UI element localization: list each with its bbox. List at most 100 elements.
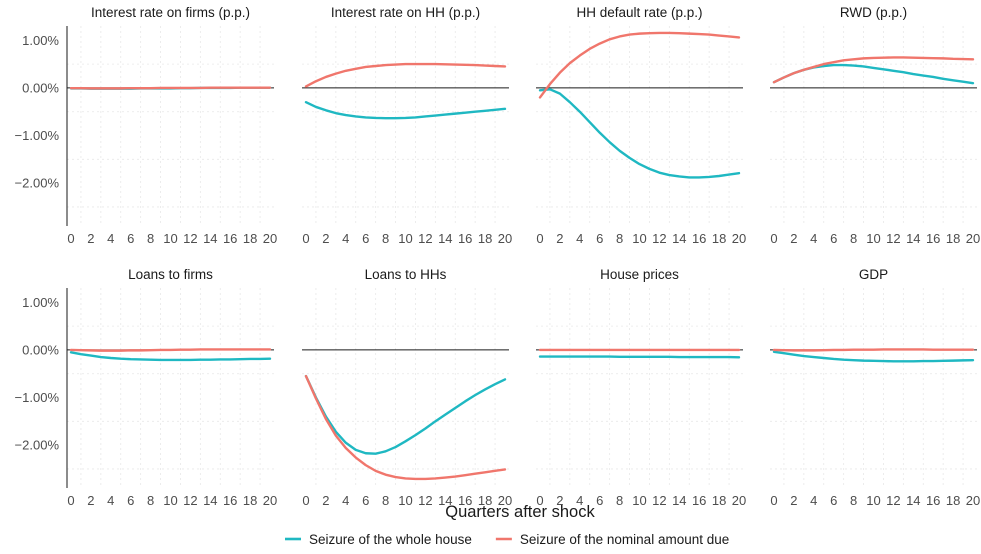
- x-tick-label: 14: [438, 493, 452, 508]
- x-tick-label: 4: [810, 493, 817, 508]
- x-tick-label: 2: [87, 493, 94, 508]
- panel-title: HH default rate (p.p.): [576, 5, 702, 20]
- x-tick-label: 14: [906, 231, 920, 246]
- x-tick-label: 6: [830, 231, 837, 246]
- series-line-nominal-due: [69, 86, 272, 90]
- x-tick-label: 8: [382, 231, 389, 246]
- x-tick-label: 2: [790, 493, 797, 508]
- y-tick-label: −2.00%: [15, 176, 60, 191]
- x-tick-label: 12: [183, 493, 197, 508]
- series-line-whole-house: [304, 100, 507, 120]
- x-tick-label: 12: [652, 493, 666, 508]
- panel-title: Interest rate on HH (p.p.): [331, 5, 480, 20]
- x-tick-label: 4: [576, 231, 583, 246]
- x-tick-label: 10: [163, 231, 177, 246]
- panel-title: Interest rate on firms (p.p.): [91, 5, 250, 20]
- panel-3: 0 2 4 6 8 10 12 14 16 18 20 HH default rate (p.p.): [536, 5, 746, 246]
- panel-7: 0 2 4 6 8 10 12 14 16 18 20 House prices: [536, 267, 746, 508]
- x-tick-label: 2: [556, 493, 563, 508]
- x-tick-label: 0: [302, 493, 309, 508]
- panel-title: Loans to HHs: [365, 267, 447, 282]
- series-line-nominal-due: [304, 374, 507, 481]
- x-tick-label: 20: [732, 231, 746, 246]
- x-tick-label: 12: [183, 231, 197, 246]
- y-tick-label: 0.00%: [22, 342, 59, 357]
- y-tick-label: −1.00%: [15, 128, 60, 143]
- x-tick-label: 14: [438, 231, 452, 246]
- x-tick-label: 0: [536, 493, 543, 508]
- x-tick-label: 16: [926, 493, 940, 508]
- series-line-whole-house: [538, 88, 741, 179]
- x-tick-label: 8: [382, 493, 389, 508]
- x-tick-label: 14: [203, 493, 217, 508]
- x-tick-label: 2: [87, 231, 94, 246]
- x-tick-label: 0: [67, 231, 74, 246]
- x-tick-label: 16: [458, 493, 472, 508]
- x-tick-label: 16: [223, 493, 237, 508]
- x-tick-label: 12: [886, 231, 900, 246]
- x-tick-label: 8: [850, 493, 857, 508]
- x-tick-label: 8: [850, 231, 857, 246]
- x-tick-label: 4: [107, 493, 114, 508]
- x-tick-label: 8: [616, 493, 623, 508]
- x-tick-label: 0: [536, 231, 543, 246]
- series-line-nominal-due: [538, 31, 741, 99]
- x-tick-label: 4: [576, 493, 583, 508]
- series-line-whole-house: [304, 374, 507, 455]
- x-tick-label: 16: [458, 231, 472, 246]
- x-tick-label: 8: [147, 493, 154, 508]
- x-tick-label: 20: [966, 493, 980, 508]
- x-tick-label: 10: [866, 231, 880, 246]
- x-tick-label: 14: [906, 493, 920, 508]
- panel-title: RWD (p.p.): [840, 5, 907, 20]
- series-line-whole-house: [772, 350, 975, 363]
- legend-label-1: Seizure of the whole house: [309, 532, 472, 547]
- x-tick-label: 0: [302, 231, 309, 246]
- x-tick-label: 20: [263, 231, 277, 246]
- x-tick-label: 8: [147, 231, 154, 246]
- x-tick-label: 10: [866, 493, 880, 508]
- x-tick-label: 6: [362, 231, 369, 246]
- x-tick-label: 4: [810, 231, 817, 246]
- x-tick-label: 6: [596, 231, 603, 246]
- panel-title: House prices: [600, 267, 679, 282]
- x-tick-label: 14: [203, 231, 217, 246]
- x-tick-label: 18: [712, 493, 726, 508]
- x-tick-label: 10: [398, 493, 412, 508]
- panel-8: 0 2 4 6 8 10 12 14 16 18 20 GDP: [770, 267, 980, 508]
- x-tick-label: 10: [632, 231, 646, 246]
- x-tick-label: 10: [632, 493, 646, 508]
- x-axis-label: Quarters after shock: [445, 503, 595, 521]
- x-tick-label: 6: [362, 493, 369, 508]
- panel-5: 1.00% 0.00% −1.00% −2.00% 0 2 4 6 8 10 12 14 16 18 20 L…: [15, 267, 278, 508]
- x-tick-label: 12: [418, 231, 432, 246]
- x-tick-label: 2: [556, 231, 563, 246]
- x-tick-label: 4: [107, 231, 114, 246]
- x-tick-label: 8: [616, 231, 623, 246]
- x-tick-label: 6: [127, 231, 134, 246]
- y-tick-label: 1.00%: [22, 295, 59, 310]
- x-tick-label: 10: [398, 231, 412, 246]
- x-tick-label: 20: [263, 493, 277, 508]
- panel-4: 0 2 4 6 8 10 12 14 16 18 20 RWD (p.p.): [770, 5, 980, 246]
- series-line-nominal-due: [772, 348, 975, 352]
- series-line-nominal-due: [304, 62, 507, 88]
- x-tick-label: 6: [830, 493, 837, 508]
- legend-label-2: Seizure of the nominal amount due: [520, 532, 729, 547]
- panels-group: 1.00%0.00%−1.00%−2.00%0 2 4 6 8 10 12 14 16 18 20I…: [15, 5, 981, 508]
- series-line-whole-house: [538, 355, 741, 359]
- x-tick-label: 20: [498, 493, 512, 508]
- x-tick-label: 20: [498, 231, 512, 246]
- x-tick-label: 0: [770, 493, 777, 508]
- x-tick-label: 2: [790, 231, 797, 246]
- x-tick-label: 4: [342, 493, 349, 508]
- series-line-nominal-due: [772, 56, 975, 84]
- panel-1: 1.00% 0.00% −1.00% −2.00% 0 2 4 6 8 10 12 14 16 18 20 I…: [15, 5, 278, 246]
- x-tick-label: 14: [672, 493, 686, 508]
- x-tick-label: 18: [946, 231, 960, 246]
- legend: Seizure of the whole house Seizure of the…: [285, 532, 729, 547]
- y-tick-label: −2.00%: [15, 438, 60, 453]
- y-tick-label: 1.00%: [22, 33, 59, 48]
- x-tick-label: 16: [692, 493, 706, 508]
